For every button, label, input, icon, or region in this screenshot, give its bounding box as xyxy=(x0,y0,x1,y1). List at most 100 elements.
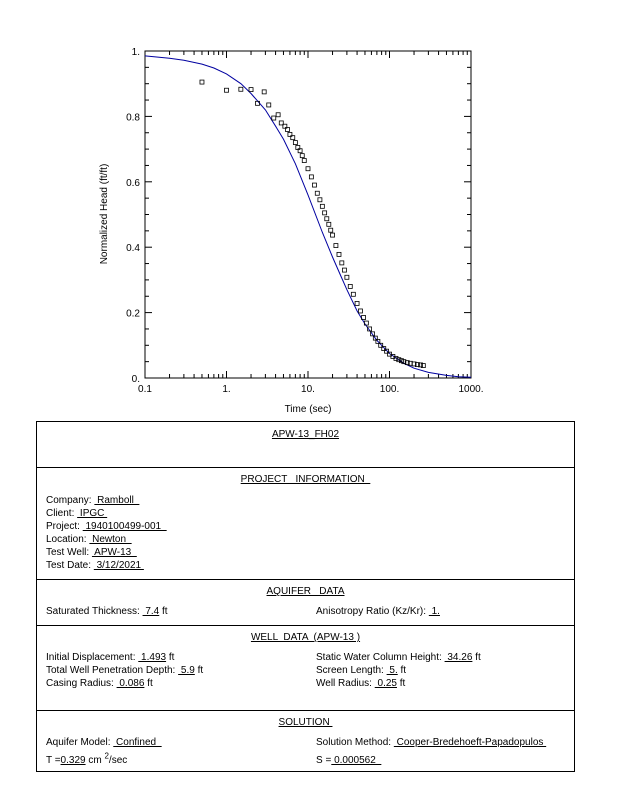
x-axis-label: Time (sec) xyxy=(285,404,332,415)
static-height-value: 34.26 xyxy=(444,652,473,663)
data-point xyxy=(420,363,426,368)
casing-radius-value: 0.086 xyxy=(116,678,145,689)
static-height-unit: ft xyxy=(472,652,481,663)
solution-heading: SOLUTION xyxy=(278,717,333,728)
project-info-section: PROJECT INFORMATION Company: Ramboll Cli… xyxy=(37,468,574,580)
well-radius-unit: ft xyxy=(396,678,406,689)
data-point xyxy=(378,342,384,348)
data-point xyxy=(261,89,267,95)
penetration-label: Total Well Penetration Depth: xyxy=(46,665,176,676)
static-height-label: Static Water Column Height: xyxy=(316,652,442,663)
report-title: APW-13_FH02 xyxy=(271,429,340,440)
report-title-section: APW-13_FH02 xyxy=(37,422,574,468)
screen-length-label: Screen Length: xyxy=(316,665,384,676)
well-radius-label: Well Radius: xyxy=(316,678,372,689)
axis-ticks xyxy=(144,50,471,379)
transmissivity-unit-exponent: 2 xyxy=(104,751,109,761)
data-point xyxy=(238,86,244,92)
project-label: Project: xyxy=(46,521,80,532)
aquifer-data-section: AQUIFER DATA Saturated Thickness: 7.4 ft… xyxy=(37,580,574,626)
data-point xyxy=(347,284,353,289)
company-value: Ramboll xyxy=(94,495,140,506)
initial-displacement-label: Initial Displacement: xyxy=(46,652,136,663)
test-well-value: APW-13 xyxy=(91,547,137,558)
data-point xyxy=(271,115,277,121)
data-point xyxy=(308,174,314,180)
casing-radius-label: Casing Radius: xyxy=(46,678,114,689)
well-data-section: WELL DATA (APW-13 ) Initial Displacement… xyxy=(37,626,574,711)
casing-radius-unit: ft xyxy=(144,678,153,689)
y-tick-label: 0.8 xyxy=(126,112,140,123)
data-point xyxy=(418,362,423,368)
project-value: 1940100499-001 xyxy=(82,521,167,532)
fitted-curve-line xyxy=(144,55,472,378)
location-label: Location: xyxy=(46,534,87,545)
tick-labels: 0.1 1. 10. 100. 1000. 0. 0.2 0.4 0.6 0.8 1. xyxy=(126,47,483,395)
data-point xyxy=(358,308,363,314)
y-axis-label: Normalized Head (ft/ft) xyxy=(99,164,110,265)
data-point xyxy=(375,338,381,344)
anisotropy-value: 1. xyxy=(428,606,440,617)
aquifer-model-label: Aquifer Model: xyxy=(46,737,111,748)
x-tick-label: 1. xyxy=(222,384,230,395)
client-label: Client: xyxy=(46,508,75,519)
storativity-value: 0.000562 xyxy=(331,755,382,766)
solution-method-value: Cooper-Bredehoeft-Papadopulos xyxy=(393,737,547,748)
x-tick-label: 0.1 xyxy=(138,384,152,395)
data-point xyxy=(248,87,254,92)
solution-section: SOLUTION Aquifer Model: Confined Solutio… xyxy=(37,711,574,771)
observed-points xyxy=(199,79,426,368)
client-value: IPGC xyxy=(77,508,108,519)
data-point xyxy=(381,346,387,351)
solution-method-label: Solution Method: xyxy=(316,737,392,748)
test-date-label: Test Date: xyxy=(46,560,92,571)
data-point xyxy=(285,127,290,132)
data-point xyxy=(344,274,350,280)
anisotropy-label: Anisotropy Ratio (Kz/Kr): xyxy=(316,606,427,617)
data-point xyxy=(292,140,298,145)
data-point xyxy=(342,267,347,273)
data-point xyxy=(278,120,284,126)
y-tick-label: 0. xyxy=(132,374,140,385)
data-point xyxy=(224,87,229,93)
test-date-value: 3/12/2021 xyxy=(93,560,144,571)
well-heading: WELL DATA (APW-13 ) xyxy=(250,632,361,643)
plot-area xyxy=(144,50,472,379)
data-point xyxy=(328,227,334,233)
test-well-label: Test Well: xyxy=(46,547,90,558)
project-heading: PROJECT INFORMATION xyxy=(240,474,371,485)
transmissivity-label: T = xyxy=(46,755,61,766)
data-point xyxy=(350,291,356,297)
transmissivity-unit-post: /sec xyxy=(108,755,128,766)
data-point xyxy=(370,331,375,337)
screen-length-unit: ft xyxy=(397,665,407,676)
aquifer-heading: AQUIFER DATA xyxy=(266,586,345,597)
data-point xyxy=(199,79,205,85)
sat-thickness-unit: ft xyxy=(159,606,168,617)
y-tick-label: 0.4 xyxy=(126,243,140,254)
penetration-value: 5.9 xyxy=(178,665,195,676)
x-tick-label: 1000. xyxy=(458,384,483,395)
aquifer-model-value: Confined xyxy=(113,737,162,748)
data-point xyxy=(363,320,369,326)
data-point xyxy=(330,232,335,238)
data-point xyxy=(299,153,305,159)
location-value: Newton xyxy=(89,534,132,545)
sat-thickness-label: Saturated Thickness: xyxy=(46,606,140,617)
initial-displacement-unit: ft xyxy=(166,652,175,663)
data-point xyxy=(411,361,417,367)
data-point xyxy=(287,131,293,137)
x-tick-label: 100. xyxy=(380,384,399,395)
data-point xyxy=(384,348,389,354)
data-point xyxy=(361,315,366,320)
fitted-curve xyxy=(144,55,472,378)
data-point xyxy=(404,360,410,366)
data-point xyxy=(275,112,281,118)
data-point xyxy=(297,148,303,154)
data-point xyxy=(312,182,317,188)
data-point xyxy=(339,260,345,266)
data-point xyxy=(399,358,404,364)
x-tick-label: 10. xyxy=(301,384,315,395)
report-panel: APW-13_FH02 PROJECT INFORMATION Company:… xyxy=(36,421,575,772)
data-point xyxy=(336,251,342,257)
